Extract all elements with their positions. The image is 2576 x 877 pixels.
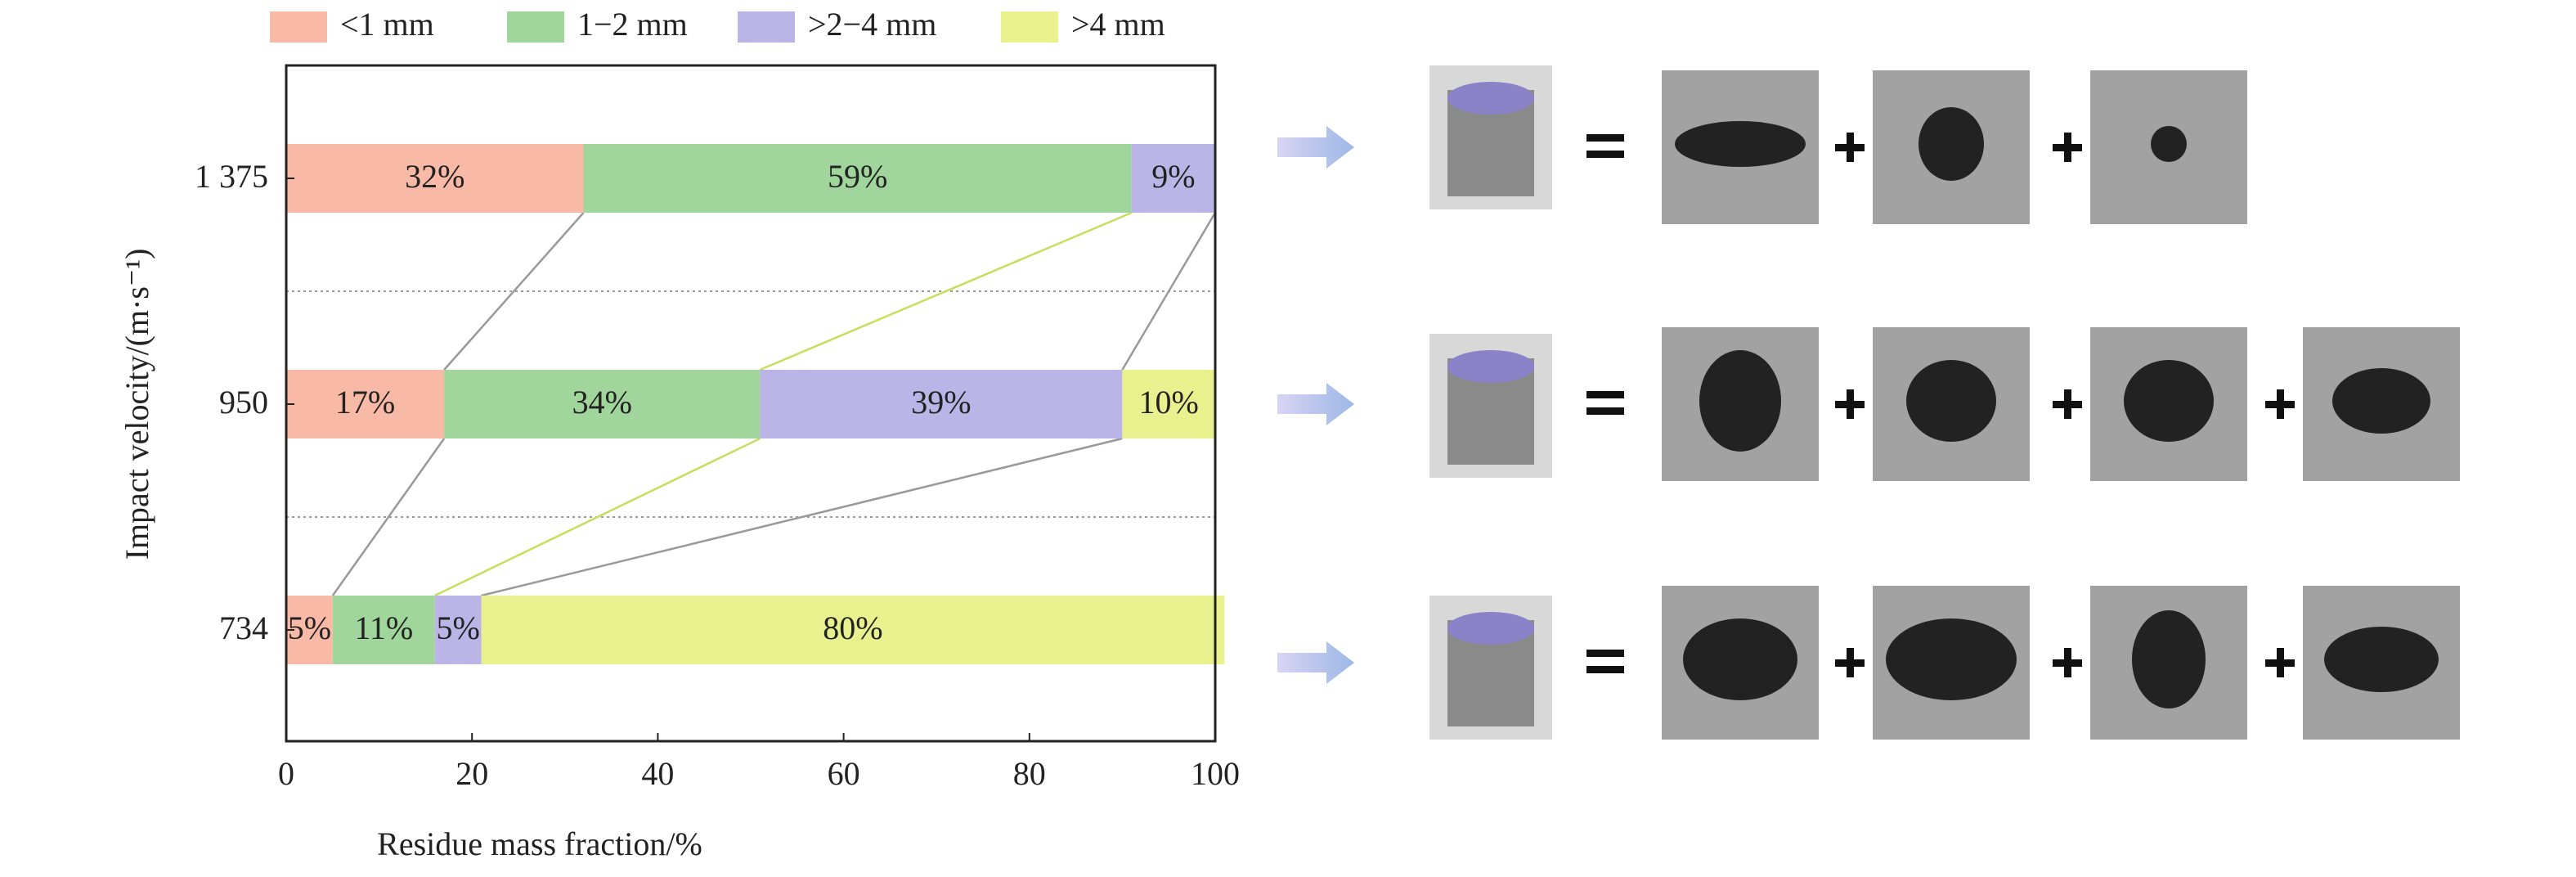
legend-swatch [738,11,795,43]
legend-label: >4 mm [1071,6,1165,43]
fragment [1683,618,1797,700]
fragment [2332,368,2430,434]
value-label: 34% [572,384,632,421]
legend-label: <1 mm [340,6,434,43]
plus [2064,133,2071,162]
plus [2277,648,2284,677]
value-label: 17% [335,384,395,421]
value-label: 80% [823,609,882,646]
x-axis-label: Residue mass fraction/% [377,825,702,862]
plus [2277,389,2284,419]
legend-swatch [270,11,327,43]
cylinder-top [1447,350,1534,383]
y-tick-label: 1 375 [195,158,268,195]
bar-segment [286,144,584,213]
photo-panel [1277,65,2460,740]
value-label: 5% [436,609,479,646]
fragment [2124,360,2214,442]
fragment [2132,610,2206,708]
x-tick-label: 60 [828,755,860,792]
plus [1847,133,1854,162]
bar-segment [286,370,445,438]
x-tick-label: 100 [1191,755,1240,792]
arrow [1277,383,1354,425]
connector [331,438,446,596]
legend-label: >2−4 mm [808,6,936,43]
equals-bar [1586,407,1624,415]
bar-segment [760,370,1123,438]
value-label: 10% [1139,384,1199,421]
connector [443,212,585,371]
plus [2064,389,2071,419]
connector [1121,212,1217,371]
plot-frame [285,64,1217,743]
cylinder-top [1447,612,1534,645]
value-label: 11% [354,609,413,646]
connector [434,437,761,597]
equals-bar [1586,151,1624,158]
plus [1847,648,1854,677]
fragment [1675,121,1806,167]
bar-segment [1122,370,1215,438]
cylinder-top [1447,82,1534,115]
plus [2064,648,2071,677]
bar-segment [1131,144,1215,213]
fragment [2151,126,2187,162]
equals-bar [1586,134,1624,142]
legend-label: 1−2 mm [577,6,688,43]
fragment [1886,618,2017,700]
equals-bar [1586,666,1624,673]
value-label: 9% [1151,158,1195,195]
connector [481,437,1123,597]
x-tick-label: 20 [456,755,488,792]
bar-segment [332,596,435,664]
fragment [1906,360,1996,442]
fragment [2324,627,2439,692]
fragment [1699,350,1781,452]
x-tick-label: 0 [278,755,294,792]
value-label: 39% [911,384,971,421]
x-tick-label: 80 [1013,755,1046,792]
legend-swatch [507,11,564,43]
y-tick-label: 734 [219,609,268,646]
connector [759,211,1133,371]
arrow [1277,641,1354,684]
value-label: 59% [828,158,887,195]
fragment [1919,107,1984,181]
x-tick-label: 40 [641,755,674,792]
y-axis-label: Impact velocity/(m·s⁻¹) [119,249,155,560]
value-label: 32% [405,158,464,195]
y-tick-label: 950 [219,384,268,421]
equals-bar [1586,650,1624,657]
plus [1847,389,1854,419]
value-label: 5% [288,609,331,646]
bar-segment [583,144,1132,213]
bar-segment [434,596,482,664]
bar-segment [481,596,1225,664]
legend-swatch [1001,11,1058,43]
bar-segment [444,370,761,438]
arrow [1277,126,1354,169]
equals-bar [1586,391,1624,398]
